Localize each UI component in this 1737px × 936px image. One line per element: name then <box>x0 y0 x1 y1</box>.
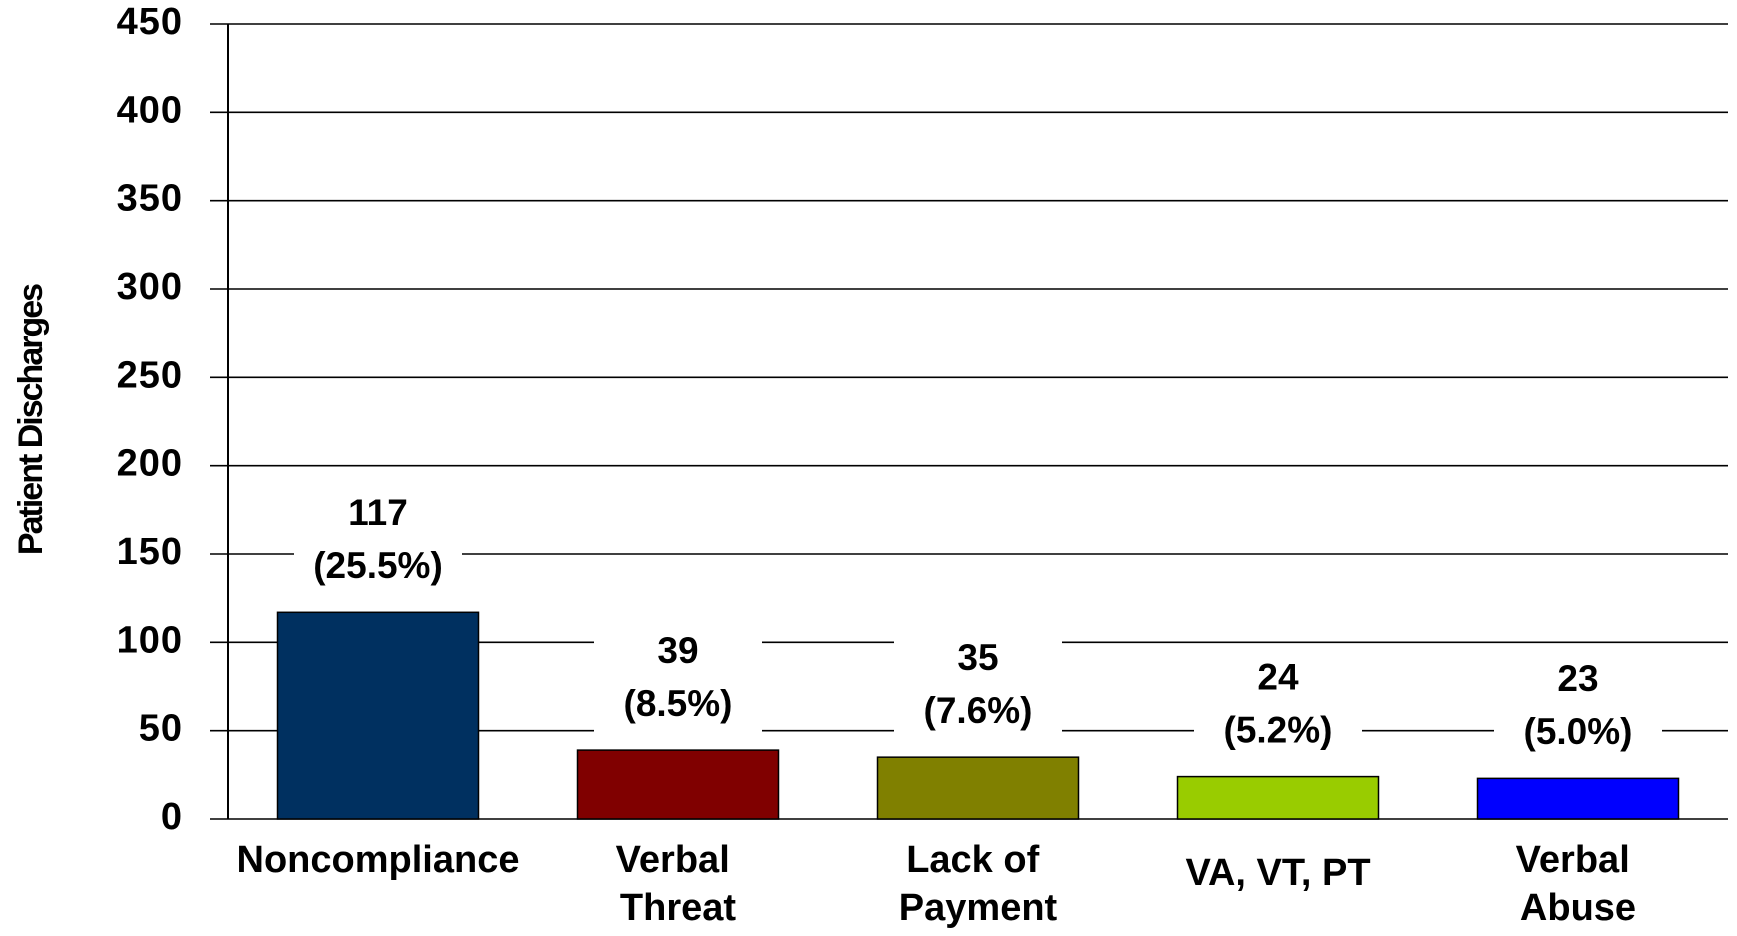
x-tick-label-line: Verbal <box>616 839 741 881</box>
x-tick-label: VA, VT, PT <box>1185 852 1370 894</box>
data-label: 117 <box>348 492 408 533</box>
x-tick-label: Lack of Payment <box>899 839 1058 929</box>
bar <box>576 749 780 820</box>
share-label: (5.2%) <box>1224 709 1333 750</box>
y-tick-label: 300 <box>117 266 183 308</box>
bar <box>276 611 480 820</box>
y-tick-label: 50 <box>139 708 183 750</box>
x-tick-label: Verbal Threat <box>616 839 741 929</box>
label-background <box>594 622 762 737</box>
label-background <box>1494 650 1662 765</box>
y-tick-label: 150 <box>117 531 183 573</box>
y-tick-label: 400 <box>117 89 183 131</box>
share-label: (8.5%) <box>624 683 733 724</box>
y-tick-label: 0 <box>161 796 183 838</box>
y-tick-label: 350 <box>117 178 183 220</box>
bar <box>1476 777 1680 820</box>
bar <box>876 756 1080 820</box>
share-label: (25.5%) <box>313 545 443 586</box>
x-tick-label-line: Noncompliance <box>237 839 520 881</box>
y-tick-label: 100 <box>117 619 183 661</box>
x-tick-label-line: Threat <box>620 887 736 929</box>
x-tick-label-line: Verbal <box>1516 839 1641 881</box>
share-label: (7.6%) <box>924 690 1033 731</box>
y-tick-label: 450 <box>117 1 183 43</box>
y-tick-label: 200 <box>117 443 183 485</box>
x-tick-label-line: VA, VT, PT <box>1185 852 1370 894</box>
x-tick-label-line: Payment <box>899 887 1058 929</box>
label-background <box>1194 648 1362 763</box>
label-background <box>294 484 462 599</box>
y-axis-title: Patient Discharges <box>12 284 50 555</box>
x-tick-label: Verbal Abuse <box>1516 839 1641 929</box>
x-tick-label-line: Abuse <box>1520 887 1636 929</box>
x-tick-label-line: Lack of <box>906 839 1050 881</box>
x-tick-label: Noncompliance <box>237 839 520 881</box>
data-label: 23 <box>1557 658 1598 699</box>
data-label: 35 <box>957 637 998 678</box>
label-background <box>894 629 1062 744</box>
data-label: 24 <box>1257 656 1299 697</box>
data-label: 39 <box>657 630 698 671</box>
bar <box>1176 775 1380 820</box>
share-label: (5.0%) <box>1524 711 1633 752</box>
y-tick-label: 250 <box>117 354 183 396</box>
